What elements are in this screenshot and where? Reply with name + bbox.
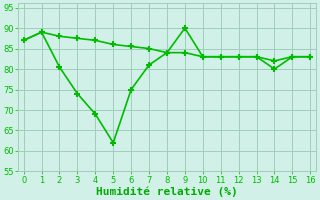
- X-axis label: Humidité relative (%): Humidité relative (%): [96, 186, 238, 197]
